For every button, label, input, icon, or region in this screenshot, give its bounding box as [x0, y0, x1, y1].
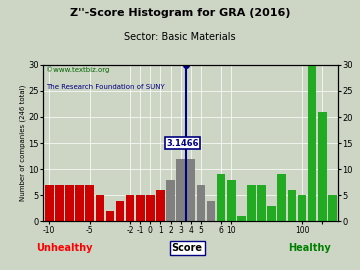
Bar — [207, 201, 215, 221]
Text: ©www.textbiz.org: ©www.textbiz.org — [46, 66, 109, 73]
Bar — [116, 201, 124, 221]
Bar — [186, 159, 195, 221]
Bar — [318, 112, 327, 221]
Bar — [55, 185, 64, 221]
Bar — [45, 185, 54, 221]
Bar — [217, 174, 225, 221]
Bar — [126, 195, 134, 221]
Bar — [176, 159, 185, 221]
Bar — [288, 190, 296, 221]
Bar — [105, 211, 114, 221]
Text: Healthy: Healthy — [288, 243, 331, 253]
Text: Unhealthy: Unhealthy — [37, 243, 93, 253]
Bar — [166, 180, 175, 221]
Text: Sector: Basic Materials: Sector: Basic Materials — [124, 32, 236, 42]
Y-axis label: Number of companies (246 total): Number of companies (246 total) — [19, 85, 26, 201]
Text: Z''-Score Histogram for GRA (2016): Z''-Score Histogram for GRA (2016) — [70, 8, 290, 18]
Bar — [257, 185, 266, 221]
Bar — [85, 185, 94, 221]
Bar — [247, 185, 256, 221]
Bar — [65, 185, 74, 221]
Text: Score: Score — [172, 243, 203, 253]
Bar — [136, 195, 145, 221]
Bar — [237, 216, 246, 221]
Bar — [197, 185, 205, 221]
Bar — [308, 65, 316, 221]
Bar — [75, 185, 84, 221]
Text: 3.1466: 3.1466 — [166, 139, 199, 148]
Bar — [146, 195, 155, 221]
Bar — [267, 206, 276, 221]
Bar — [156, 190, 165, 221]
Bar — [95, 195, 104, 221]
Text: The Research Foundation of SUNY: The Research Foundation of SUNY — [46, 84, 165, 90]
Bar — [328, 195, 337, 221]
Bar — [278, 174, 286, 221]
Bar — [298, 195, 306, 221]
Bar — [227, 180, 235, 221]
